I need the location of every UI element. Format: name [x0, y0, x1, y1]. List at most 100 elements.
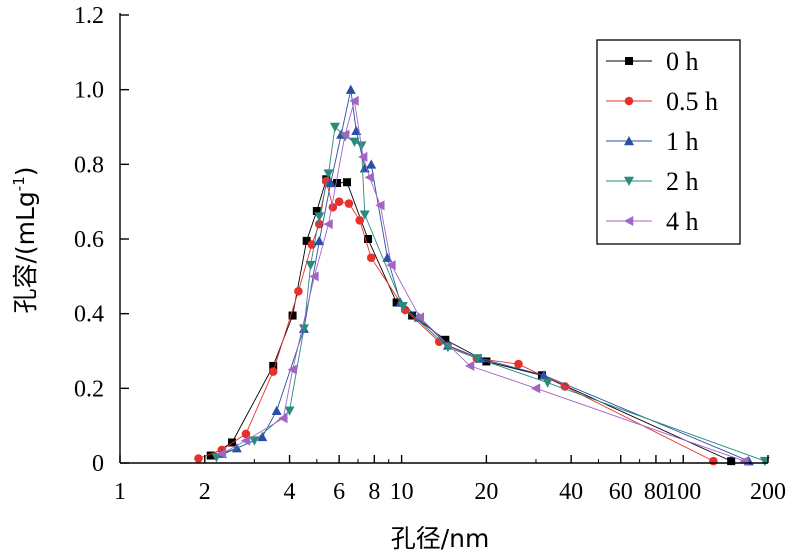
data-point-3-5 [314, 212, 325, 222]
data-point-3-4 [305, 260, 316, 271]
data-point-1-0 [194, 454, 203, 463]
data-point-3-15 [542, 378, 553, 388]
legend-marker-3 [624, 176, 634, 186]
legend-entry-4: 4 h [606, 207, 699, 236]
data-point-1-8 [328, 202, 338, 212]
legend-marker-4 [624, 216, 634, 226]
data-point-0-9 [364, 235, 373, 243]
data-point-0-8 [343, 178, 352, 187]
x-tick-label-11: 200 [750, 479, 786, 505]
data-point-4-14 [530, 383, 541, 394]
x-tick-label-4: 8 [368, 479, 380, 505]
data-point-3-11 [359, 210, 370, 220]
data-point-4-1 [240, 435, 251, 446]
data-point-0-4 [302, 236, 311, 245]
data-point-0-11 [408, 311, 417, 320]
x-tick-label-10: 100 [665, 479, 701, 505]
y-tick-label-1: 0.2 [74, 376, 104, 402]
data-point-3-3 [298, 324, 309, 334]
legend-entry-1: 0.5 h [606, 87, 718, 116]
data-point-0-7 [333, 179, 342, 187]
data-point-0-10 [392, 298, 401, 307]
data-point-4-3 [287, 364, 297, 375]
data-point-0-2 [269, 361, 278, 370]
y-tick-label-3: 0.6 [74, 227, 104, 253]
y-tick-label-6: 1.2 [74, 3, 104, 29]
y-tick-label-5: 1.0 [74, 78, 104, 104]
legend-label-1: 0.5 h [666, 87, 718, 116]
x-tick-label-1: 2 [199, 479, 211, 505]
y-axis-title-main: 孔容/(mLg [11, 191, 40, 313]
x-tick-label-2: 4 [284, 479, 296, 505]
data-point-4-8 [358, 151, 368, 162]
data-point-4-4 [309, 271, 319, 282]
data-point-4-9 [364, 172, 374, 183]
legend-entry-0: 0 h [606, 47, 699, 76]
data-point-3-14 [472, 354, 483, 364]
legend-marker-0 [625, 57, 633, 65]
x-tick-label-6: 20 [474, 479, 498, 505]
legend-marker-2 [624, 136, 634, 146]
data-point-3-6 [323, 169, 334, 179]
data-point-2-17 [538, 370, 549, 380]
data-point-2-5 [314, 235, 325, 246]
y-axis-title-superscript: -1 [10, 176, 28, 191]
data-point-4-5 [323, 219, 333, 230]
data-point-3-0 [211, 453, 222, 463]
x-tick-label-9: 80 [644, 479, 668, 505]
y-tick-label-4: 0.8 [74, 152, 104, 178]
legend-entry-2: 1 h [606, 127, 699, 156]
data-point-4-6 [340, 129, 350, 140]
legend-entry-3: 2 h [606, 167, 699, 196]
x-axis-title: 孔径/nm [391, 524, 490, 553]
data-point-2-6 [325, 178, 336, 188]
data-point-2-1 [231, 443, 242, 453]
data-point-4-2 [278, 413, 288, 424]
series-4 [216, 95, 749, 467]
data-point-3-12 [397, 301, 408, 312]
legend-marker-1 [624, 96, 634, 106]
data-point-1-11 [355, 216, 365, 225]
data-point-0-15 [727, 457, 736, 466]
data-point-4-13 [465, 360, 475, 371]
data-point-4-12 [414, 312, 425, 323]
data-point-3-2 [284, 406, 295, 416]
data-point-1-4 [294, 286, 303, 296]
series-line-4 [221, 100, 745, 462]
data-point-1-9 [334, 197, 344, 206]
legend-label-2: 1 h [666, 127, 699, 156]
data-point-2-3 [271, 405, 282, 415]
data-point-2-12 [382, 252, 393, 262]
data-point-0-0 [206, 451, 215, 460]
data-point-3-1 [249, 436, 260, 446]
data-point-4-0 [216, 448, 227, 459]
data-point-0-3 [288, 311, 297, 320]
legend-label-0: 0 h [666, 47, 699, 76]
data-point-1-2 [241, 429, 251, 439]
legend-label-4: 4 h [666, 207, 699, 236]
data-point-4-10 [375, 200, 385, 211]
x-tick-label-8: 60 [609, 479, 633, 505]
data-point-2-2 [257, 431, 268, 442]
data-point-2-11 [366, 159, 377, 169]
data-point-3-7 [329, 122, 340, 132]
data-point-1-17 [560, 382, 570, 391]
y-axis-title: 孔容/(mLg-1) [10, 166, 40, 313]
legend: 0 h 0.5 h 1 h 2 h 4 h [596, 39, 741, 245]
data-point-2-8 [345, 84, 356, 94]
y-tick-label-2: 0.4 [74, 302, 104, 328]
legend-box [596, 39, 741, 245]
y-axis-title-close: ) [11, 166, 40, 176]
y-tick-label-0: 0 [92, 451, 104, 477]
data-point-0-1 [228, 438, 237, 447]
data-point-1-10 [344, 199, 354, 208]
x-tick-label-7: 40 [559, 479, 583, 505]
data-point-0-5 [312, 207, 321, 215]
data-point-1-3 [268, 367, 278, 376]
data-point-3-13 [442, 343, 453, 353]
data-point-1-18 [709, 456, 718, 466]
data-point-4-7 [349, 95, 359, 106]
data-point-4-11 [386, 260, 396, 271]
